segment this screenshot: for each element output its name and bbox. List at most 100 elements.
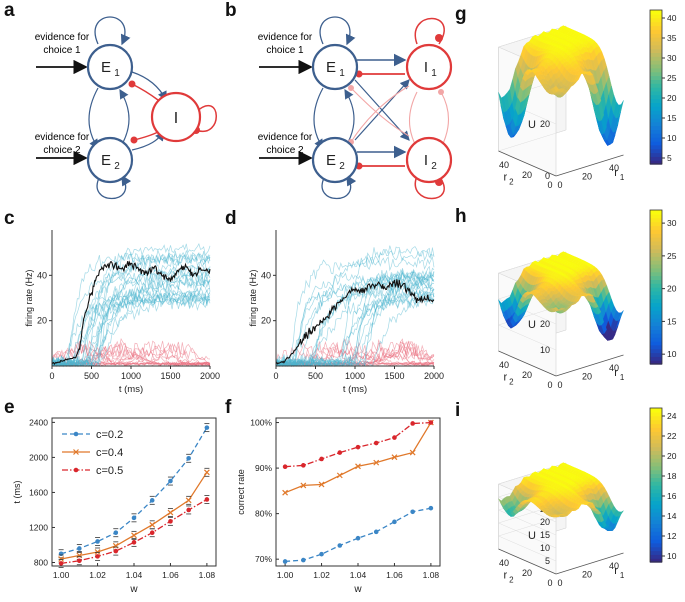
data-point bbox=[410, 509, 415, 515]
data-point bbox=[428, 505, 434, 511]
panel-letter-f: f bbox=[225, 397, 232, 418]
colorbar-cell bbox=[650, 450, 662, 455]
data-point bbox=[185, 497, 192, 504]
colorbar-cell bbox=[650, 535, 662, 540]
colorbar-cell bbox=[650, 244, 662, 250]
b-node-e2-label: E bbox=[326, 152, 336, 169]
x-tick-label: 1500 bbox=[384, 371, 404, 381]
colorbar-cell bbox=[650, 275, 662, 280]
b-node-i1-label: I bbox=[424, 59, 428, 76]
colorbar-cell bbox=[650, 17, 662, 23]
r2-tick-label: 0 bbox=[547, 180, 552, 190]
b-i2-self-loop bbox=[414, 175, 445, 200]
colorbar-cell bbox=[650, 500, 662, 505]
colorbar-tick-label: 25 bbox=[667, 73, 677, 83]
z-axis-label: U bbox=[528, 530, 536, 542]
colorbar-frame bbox=[649, 209, 663, 365]
r1-tick-label: 40 bbox=[609, 163, 619, 173]
colorbar-tick-label: 25 bbox=[667, 251, 677, 261]
colorbar-cell bbox=[650, 465, 662, 471]
data-point bbox=[112, 542, 119, 549]
y-tick-label: 800 bbox=[34, 557, 48, 567]
evidence-2-line2: choice 2 bbox=[43, 145, 81, 156]
legend-label: c=0.5 bbox=[96, 465, 123, 477]
colorbar-cell bbox=[650, 458, 662, 463]
data-point bbox=[391, 454, 398, 461]
colorbar-cell bbox=[650, 554, 662, 559]
x-tick-label: 2000 bbox=[424, 371, 444, 381]
data-point bbox=[428, 420, 434, 425]
b-e1-self-loop bbox=[319, 16, 356, 46]
blue-trial-trace bbox=[51, 248, 211, 367]
evidence-1-line1: evidence for bbox=[35, 32, 90, 43]
i-to-e2-inhibit-end bbox=[130, 136, 138, 144]
r2-tick-label: 20 bbox=[522, 568, 532, 578]
b-node-e2 bbox=[311, 136, 359, 184]
data-point bbox=[336, 472, 343, 479]
data-point bbox=[131, 532, 137, 539]
colorbar-cell bbox=[650, 79, 662, 84]
colorbar-tick-label: 14 bbox=[667, 511, 677, 521]
data-point bbox=[355, 535, 361, 541]
r1-axis-label-sub: 1 bbox=[620, 373, 625, 382]
colorbar-cell bbox=[650, 461, 662, 467]
colorbar-cell bbox=[650, 423, 662, 428]
colorbar-tick-label: 10 bbox=[667, 133, 677, 143]
b-evidence-2-line1: evidence for bbox=[258, 132, 313, 143]
e2-self-loop bbox=[96, 174, 132, 200]
colorbar-cell bbox=[650, 125, 662, 130]
b-evidence-1-line1: evidence for bbox=[258, 32, 313, 43]
colorbar-cell bbox=[650, 317, 662, 323]
colorbar-tick-label: 20 bbox=[667, 284, 677, 294]
colorbar-cell bbox=[650, 210, 662, 215]
colorbar-cell bbox=[650, 508, 662, 513]
r1-tick-label: 40 bbox=[609, 363, 619, 373]
b-evidence-2-line2: choice 2 bbox=[266, 145, 304, 156]
colorbar-cell bbox=[650, 156, 662, 161]
colorbar-cell bbox=[650, 213, 662, 219]
colorbar-tick-label: 40 bbox=[667, 13, 677, 23]
colorbar-cell bbox=[650, 481, 662, 486]
colorbar-cell bbox=[650, 512, 662, 517]
colorbar-cell bbox=[650, 260, 662, 265]
legend-label: c=0.4 bbox=[96, 447, 123, 459]
z-tick-label: 15 bbox=[540, 530, 550, 540]
data-point bbox=[58, 561, 64, 566]
colorbar-cell bbox=[650, 106, 662, 111]
colorbar-cell bbox=[650, 10, 662, 15]
data-point bbox=[131, 540, 137, 545]
colorbar-cell bbox=[650, 488, 662, 494]
data-point bbox=[77, 558, 82, 564]
red-trial-trace bbox=[51, 341, 211, 367]
colorbar-cell bbox=[650, 546, 662, 552]
colorbar-cell bbox=[650, 310, 662, 315]
colorbar-cell bbox=[650, 267, 662, 273]
colorbar-cell bbox=[650, 117, 662, 123]
r1-tick-label: 20 bbox=[582, 172, 592, 182]
x-tick-label: 1.08 bbox=[423, 570, 440, 580]
node-i bbox=[150, 91, 202, 143]
colorbar-cell bbox=[650, 531, 662, 536]
data-point bbox=[282, 464, 288, 470]
data-point bbox=[186, 507, 191, 513]
data-point bbox=[76, 552, 83, 559]
colorbar-cell bbox=[650, 221, 662, 227]
data-point bbox=[373, 529, 379, 535]
colorbar-cell bbox=[650, 110, 662, 115]
colorbar-cell bbox=[650, 83, 662, 88]
colorbar-cell bbox=[650, 40, 662, 46]
colorbar-cell bbox=[650, 37, 662, 42]
data-point bbox=[149, 521, 156, 528]
data-point bbox=[204, 497, 210, 502]
colorbar-cell bbox=[650, 411, 662, 417]
z-tick-label: 20 bbox=[540, 119, 550, 129]
r2-tick-label: 20 bbox=[522, 370, 532, 380]
colorbar-cell bbox=[650, 144, 662, 150]
colorbar-cell bbox=[650, 538, 662, 544]
data-point bbox=[337, 450, 343, 455]
colorbar-cell bbox=[650, 408, 662, 413]
blue-trial-trace bbox=[51, 269, 211, 368]
colorbar-cell bbox=[650, 356, 662, 361]
legend-marker bbox=[73, 467, 79, 473]
colorbar-tick-label: 15 bbox=[667, 113, 677, 123]
